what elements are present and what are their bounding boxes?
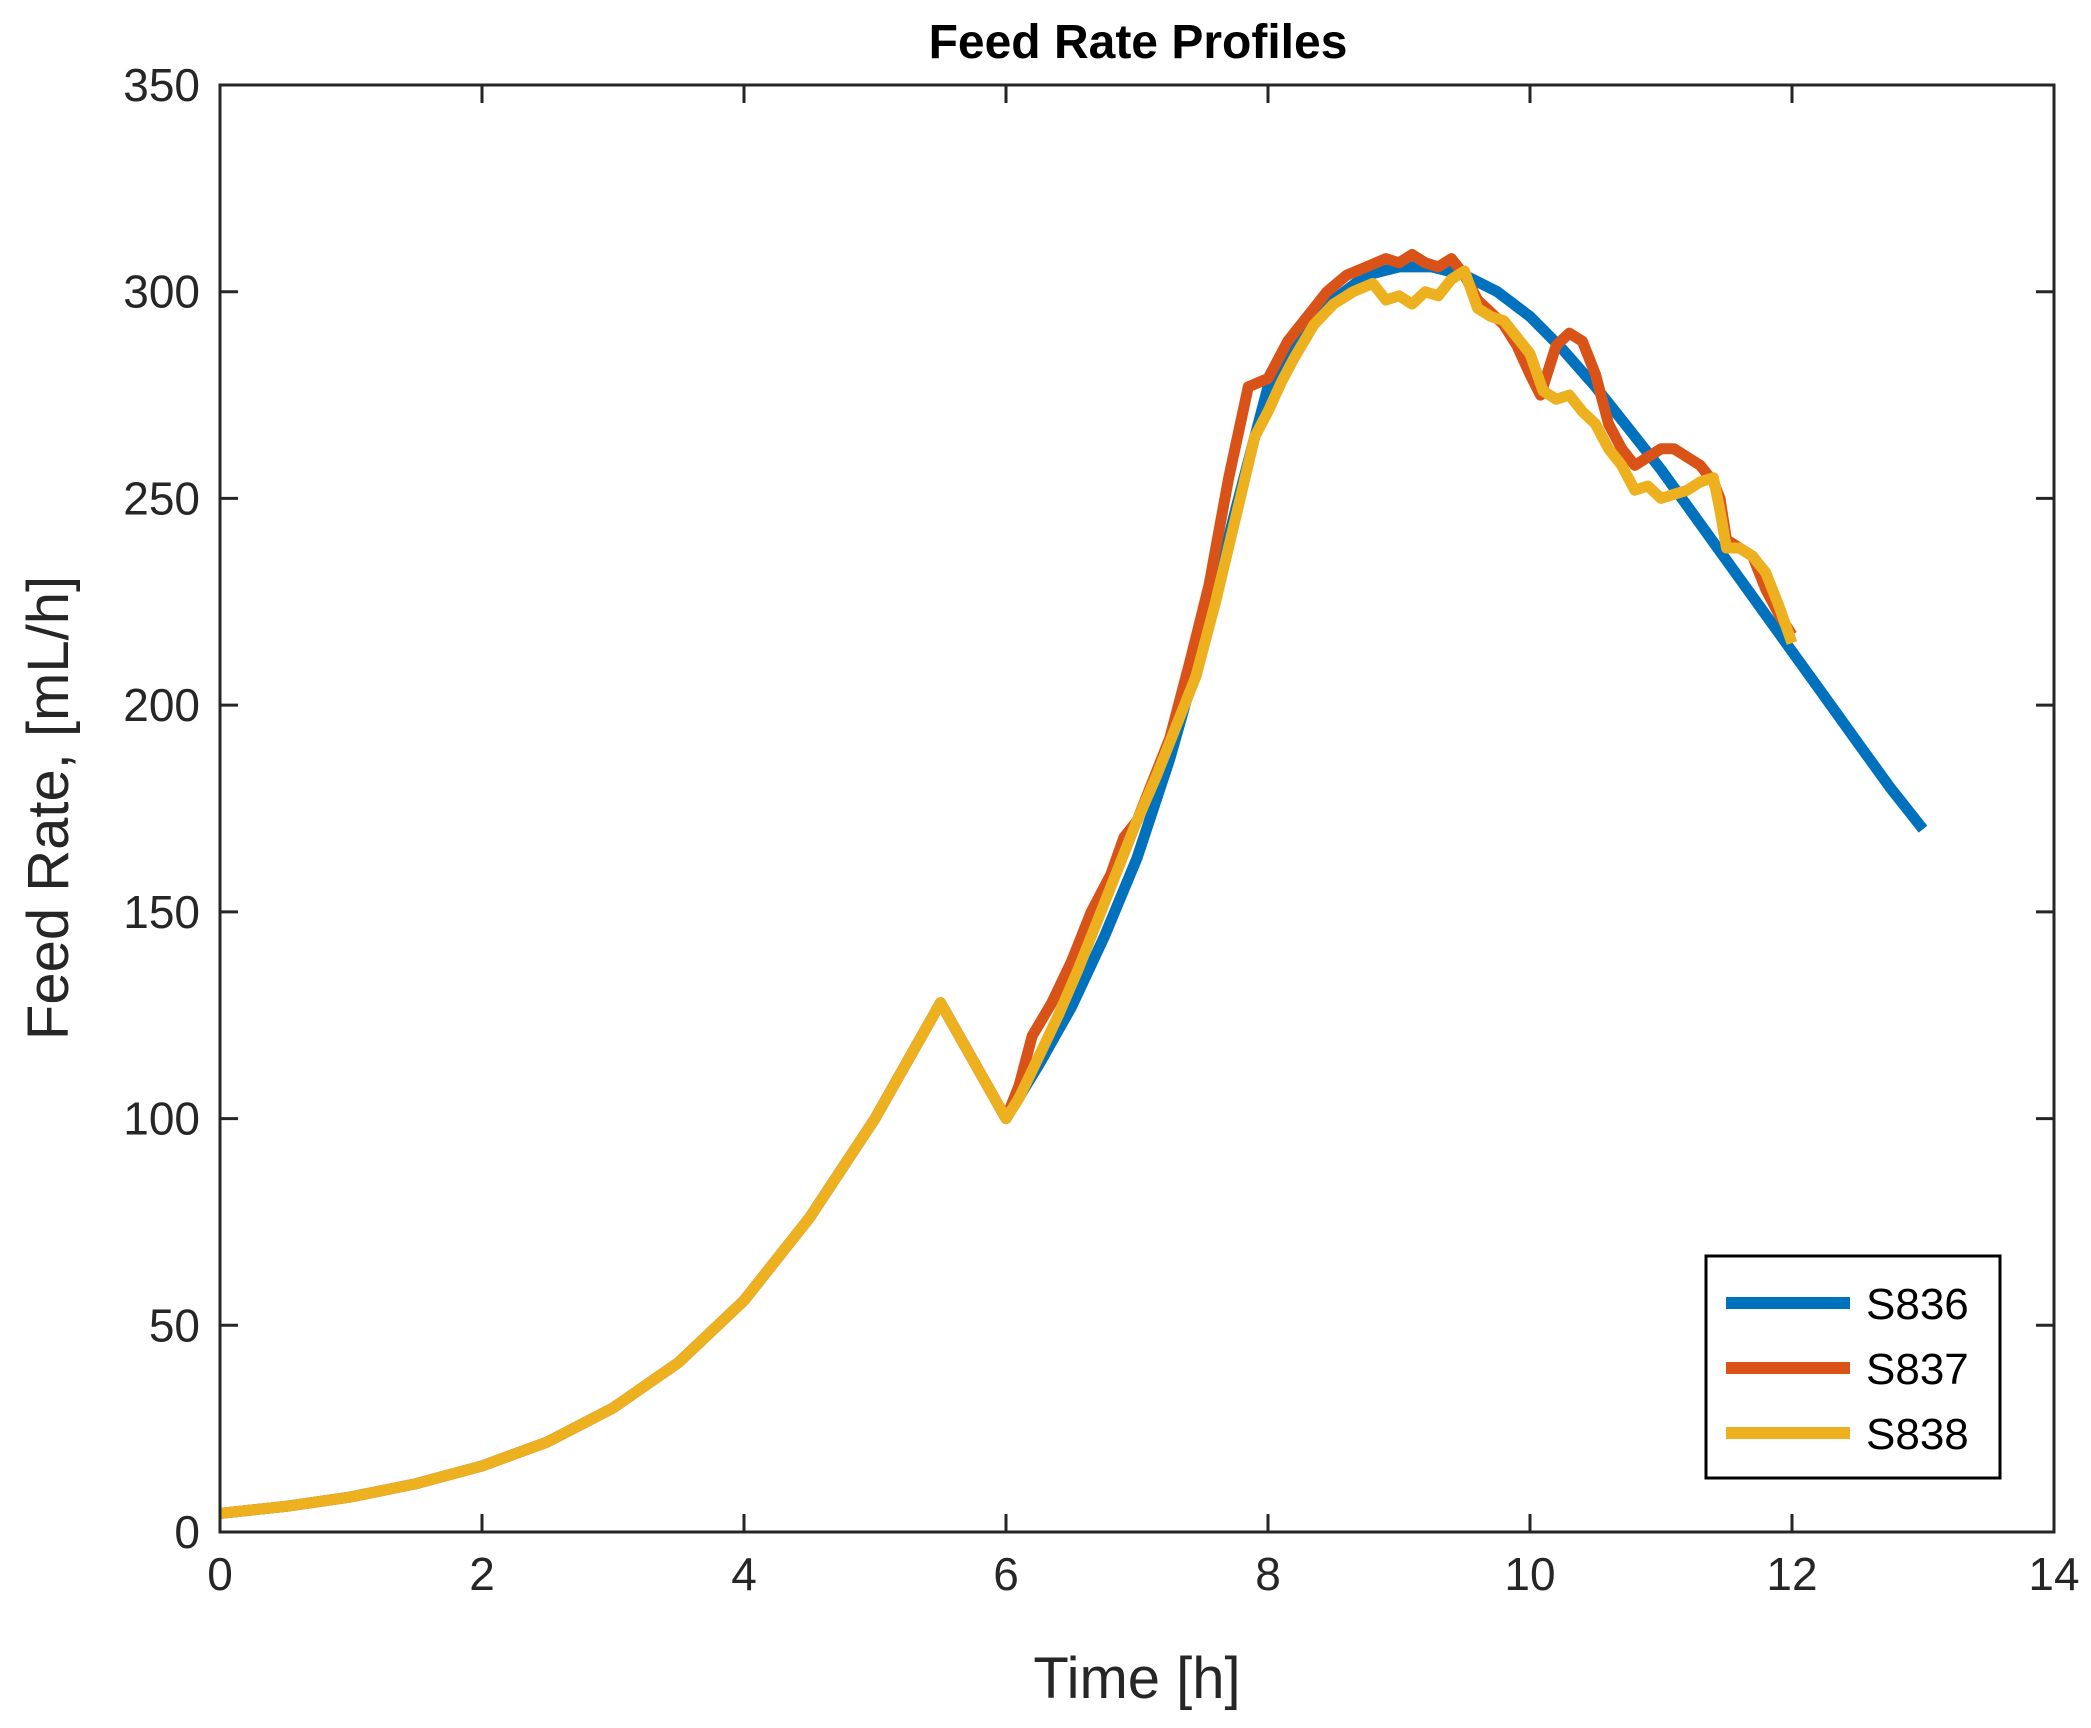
y-tick-label: 250: [123, 472, 200, 524]
y-tick-label: 300: [123, 266, 200, 318]
x-tick-label: 12: [1766, 1548, 1817, 1600]
x-tick-label: 6: [993, 1548, 1019, 1600]
x-tick-label: 10: [1504, 1548, 1555, 1600]
x-axis-title: Time [h]: [1033, 1646, 1240, 1711]
legend-label-s836: S836: [1866, 1280, 1969, 1329]
legend-label-s837: S837: [1866, 1345, 1969, 1394]
x-tick-label: 2: [469, 1548, 495, 1600]
y-tick-label: 350: [123, 59, 200, 111]
x-tick-label: 8: [1255, 1548, 1281, 1600]
y-tick-label: 50: [149, 1299, 200, 1351]
x-tick-label: 4: [731, 1548, 757, 1600]
y-tick-label: 150: [123, 886, 200, 938]
chart-title: Feed Rate Profiles: [929, 16, 1348, 69]
y-tick-label: 100: [123, 1093, 200, 1145]
x-axis: 0 2 4 6 8 10 12 14: [207, 85, 2080, 1600]
x-tick-label: 14: [2028, 1548, 2079, 1600]
y-axis: 0 50 100 150 200 250 300 350: [123, 59, 2054, 1558]
y-tick-label: 200: [123, 679, 200, 731]
x-tick-label: 0: [207, 1548, 233, 1600]
legend-label-s838: S838: [1866, 1410, 1969, 1459]
y-axis-title: Feed Rate, [mL/h]: [16, 576, 81, 1040]
legend: S836 S837 S838: [1704, 1254, 2002, 1480]
series-layer: [220, 249, 1928, 1519]
series-line-s838: [220, 265, 1798, 1519]
plot-frame: [218, 83, 2056, 1534]
y-tick-label: 0: [174, 1506, 200, 1558]
